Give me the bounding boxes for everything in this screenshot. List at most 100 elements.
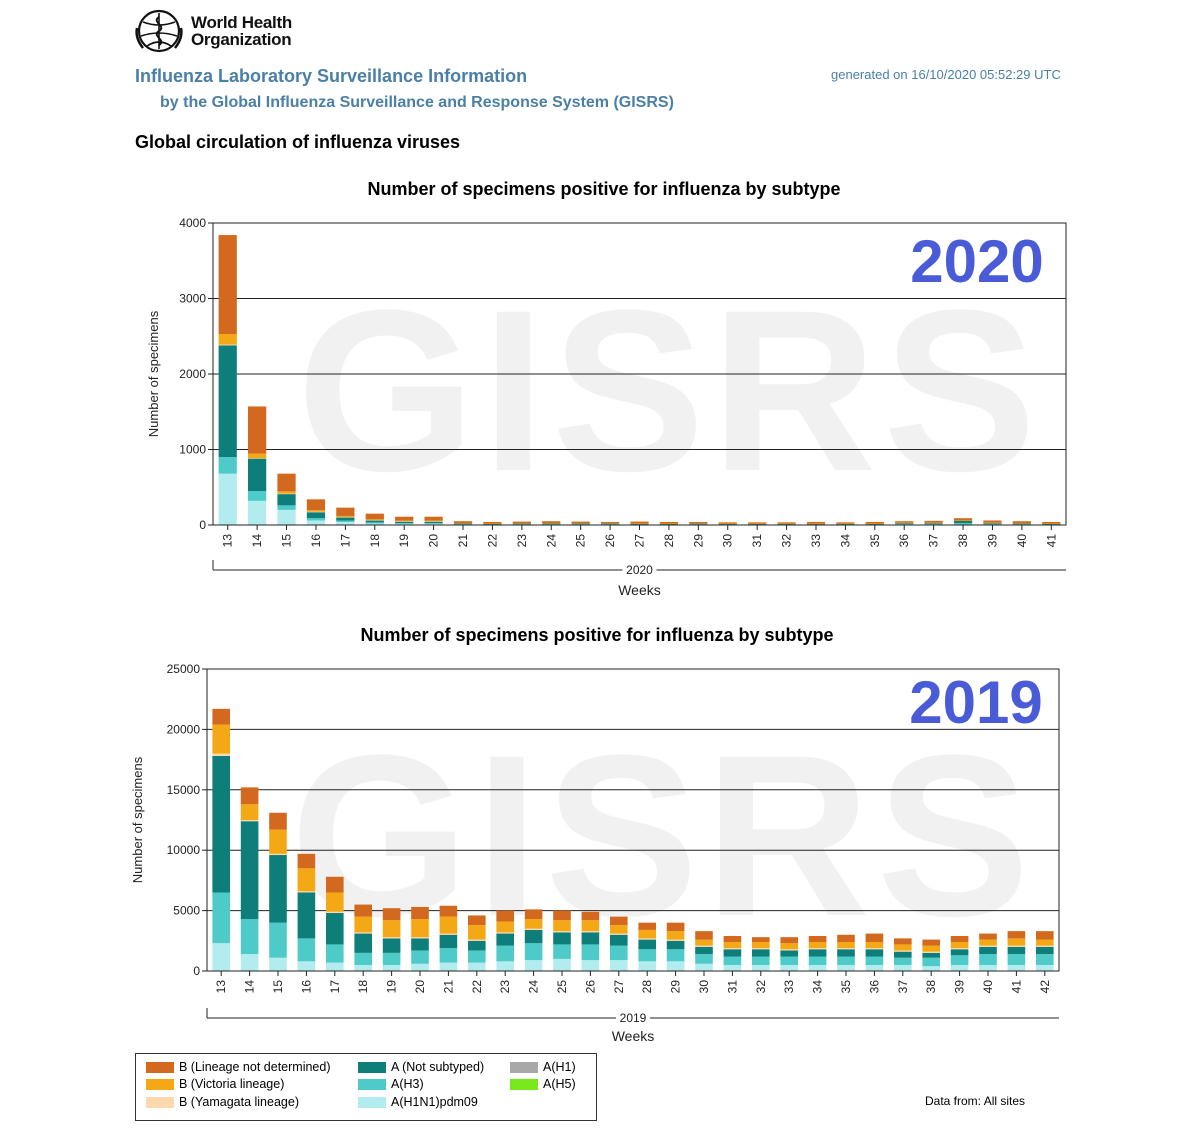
bar-segment — [751, 948, 770, 950]
bar-segment — [325, 876, 344, 893]
x-tick-label: 37 — [896, 980, 910, 994]
bar-segment — [836, 524, 855, 525]
bar-segment — [630, 523, 649, 524]
bar-segment — [395, 516, 414, 521]
year-bracket-gap — [616, 1010, 650, 1024]
bar-segment — [723, 948, 742, 950]
bar-segment — [512, 523, 531, 524]
bar-segment — [212, 892, 231, 944]
bar-segment — [893, 950, 912, 952]
bar-segment — [953, 518, 973, 521]
bar-segment — [496, 932, 515, 934]
bar-segment — [269, 957, 287, 971]
x-tick-label: 29 — [669, 980, 683, 994]
bar-segment — [666, 939, 685, 941]
x-tick-label: 30 — [721, 534, 735, 548]
bar-segment — [983, 523, 1002, 524]
bar-segment — [865, 521, 884, 524]
bar-segment — [659, 523, 679, 525]
x-tick-label: 22 — [485, 534, 499, 548]
overlay-year-label: 2020 — [910, 228, 1043, 295]
bar-segment — [439, 905, 458, 917]
bar-segment — [953, 520, 973, 521]
bar-segment — [354, 952, 373, 965]
bar-segment — [659, 523, 679, 524]
bar-segment — [336, 520, 355, 522]
bar-segment — [365, 522, 384, 524]
bar-segment — [865, 948, 884, 950]
bar-segment — [638, 922, 657, 930]
bar-segment — [581, 931, 600, 933]
bar-segment — [512, 523, 531, 525]
bar-segment — [411, 938, 429, 951]
bar-segment — [950, 964, 969, 971]
y-tick-label: 0 — [193, 964, 200, 978]
bar-segment — [439, 962, 458, 971]
section-title: Global circulation of influenza viruses — [135, 132, 461, 152]
bar-segment — [751, 964, 770, 971]
bar-segment — [439, 916, 458, 934]
bar-segment — [411, 937, 429, 939]
y-tick-label: 3000 — [179, 292, 206, 306]
bar-segment — [277, 494, 296, 506]
bar-segment — [953, 523, 973, 525]
x-tick-label: 34 — [811, 980, 825, 994]
y-tick-label: 25000 — [167, 662, 201, 676]
bar-segment — [581, 944, 600, 961]
bar-segment — [365, 523, 384, 525]
who-logo: World Health Organization — [133, 8, 292, 54]
bar-segment — [718, 523, 737, 524]
x-tick-label: 27 — [612, 980, 626, 994]
bar-segment — [695, 946, 713, 955]
chart-legend: B (Lineage not determined) B (Victoria l… — [135, 1053, 597, 1121]
bar-segment — [354, 916, 373, 933]
chart-title: Number of specimens positive for influen… — [367, 179, 840, 199]
bar-segment — [524, 960, 543, 971]
bar-segment — [453, 524, 473, 525]
bar-segment — [1035, 964, 1054, 971]
bar-segment — [1007, 938, 1026, 946]
page-title: Influenza Laboratory Surveillance Inform… — [135, 66, 528, 86]
bar-segment — [382, 920, 401, 938]
bar-segment — [695, 954, 713, 964]
bar-segment — [979, 954, 997, 965]
bar-segment — [979, 939, 997, 946]
x-tick-label: 14 — [243, 980, 257, 994]
bar-segment — [893, 951, 912, 958]
legend-swatch — [146, 1078, 174, 1090]
legend-swatch — [358, 1061, 386, 1073]
x-tick-label: 20 — [427, 534, 441, 548]
bar-segment — [979, 946, 997, 955]
bar-segment — [218, 457, 237, 474]
bar-segment — [837, 956, 855, 965]
bar-segment — [777, 523, 796, 525]
bar-segment — [979, 933, 997, 940]
legend-swatch — [358, 1096, 386, 1108]
bar-segment — [1035, 954, 1054, 965]
bar-segment — [1007, 964, 1026, 971]
bar-segment — [240, 919, 259, 955]
bar-segment — [777, 523, 796, 524]
bar-segment — [600, 523, 620, 524]
bar-segment — [780, 964, 799, 971]
bar-segment — [553, 944, 571, 959]
x-tick-label: 32 — [780, 534, 794, 548]
data-source-note: Data from: All sites — [925, 1094, 1026, 1108]
bar-segment — [524, 943, 543, 961]
x-tick-label: 40 — [1015, 534, 1029, 548]
bar-segment — [365, 513, 384, 520]
bar-segment — [1012, 521, 1031, 524]
bar-segment — [924, 520, 943, 523]
bar-segment — [553, 910, 571, 921]
bar-segment — [723, 956, 742, 965]
bar-segment — [325, 892, 344, 912]
bar-segment — [836, 523, 855, 525]
bar-segment — [895, 523, 914, 524]
bar-segment — [666, 949, 685, 962]
bar-segment — [277, 491, 296, 494]
legend-label: A(H1) — [543, 1060, 576, 1074]
bar-segment — [325, 944, 344, 963]
bar-segment — [496, 921, 515, 933]
bar-segment — [248, 491, 267, 501]
bar-segment — [837, 942, 855, 949]
